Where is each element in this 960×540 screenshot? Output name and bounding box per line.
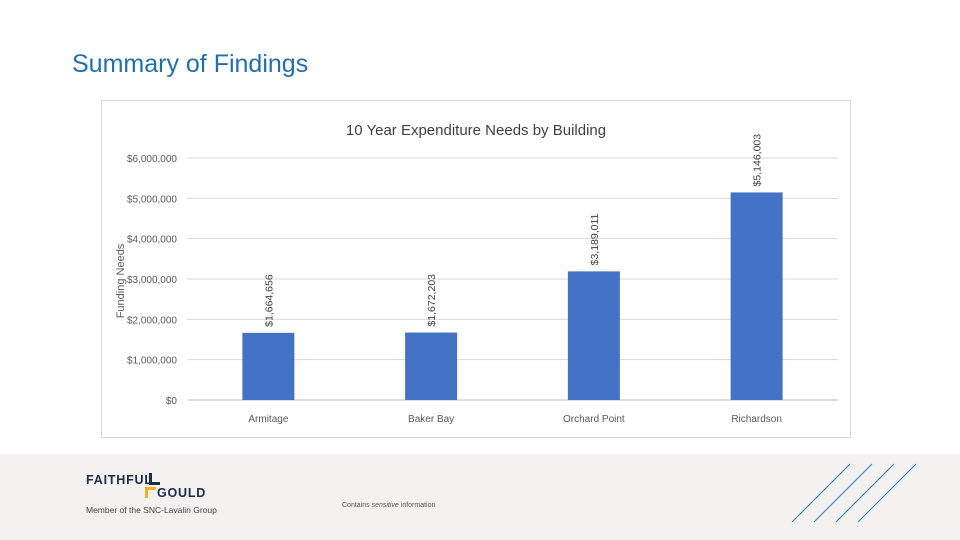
x-tick-label: Armitage <box>248 414 288 425</box>
note-prefix: Contains <box>342 502 372 509</box>
bar <box>730 192 783 400</box>
note-emphasis: sensitive <box>371 502 399 509</box>
slide-title: Summary of Findings <box>72 50 309 78</box>
gridlines <box>187 157 838 401</box>
bar <box>242 332 295 400</box>
data-labels: $1,664,656 $1,672,203 $3,189,011 $5,146,003 <box>263 134 763 327</box>
member-of-group-text: Member of the SNC-Lavalin Group <box>86 505 217 515</box>
data-label: $1,672,203 <box>426 274 438 327</box>
y-tick-label: $1,000,000 <box>127 356 177 367</box>
y-axis-label: Funding Needs <box>115 243 127 318</box>
y-tick-labels: $0 $1,000,000 $2,000,000 $3,000,000 $4,000,0… <box>127 154 177 407</box>
y-tick-label: $6,000,000 <box>127 154 177 165</box>
x-tick-label: Richardson <box>731 414 782 425</box>
bar <box>567 271 620 400</box>
diagonal-stripes-icon <box>791 463 917 523</box>
y-tick-label: $2,000,000 <box>127 315 177 326</box>
x-tick-label: Orchard Point <box>563 414 625 425</box>
x-tick-label: Baker Bay <box>408 414 454 425</box>
note-suffix: information <box>398 502 436 509</box>
chart-frame: 10 Year Expenditure Needs by Building Fu… <box>101 100 851 438</box>
y-tick-label: $4,000,000 <box>127 235 177 246</box>
sensitive-info-note: Contains sensitive information <box>342 502 435 509</box>
data-label: $5,146,003 <box>752 134 764 187</box>
logo-text-gould: GOULD <box>157 486 207 500</box>
y-tick-label: $3,000,000 <box>127 275 177 286</box>
bar-chart: 10 Year Expenditure Needs by Building Fu… <box>115 122 838 425</box>
faithful-gould-logo-icon <box>145 473 160 498</box>
x-tick-labels: Armitage Baker Bay Orchard Point Richardson <box>248 414 782 425</box>
logo-text-faithful: FAITHFUL <box>86 473 153 487</box>
bars <box>242 192 783 400</box>
y-tick-label: $0 <box>166 396 178 407</box>
chart-title: 10 Year Expenditure Needs by Building <box>346 122 606 139</box>
y-tick-label: $5,000,000 <box>127 194 177 205</box>
footer <box>0 454 960 540</box>
data-label: $1,664,656 <box>263 274 275 327</box>
bar <box>405 332 458 400</box>
data-label: $3,189,011 <box>589 213 601 265</box>
